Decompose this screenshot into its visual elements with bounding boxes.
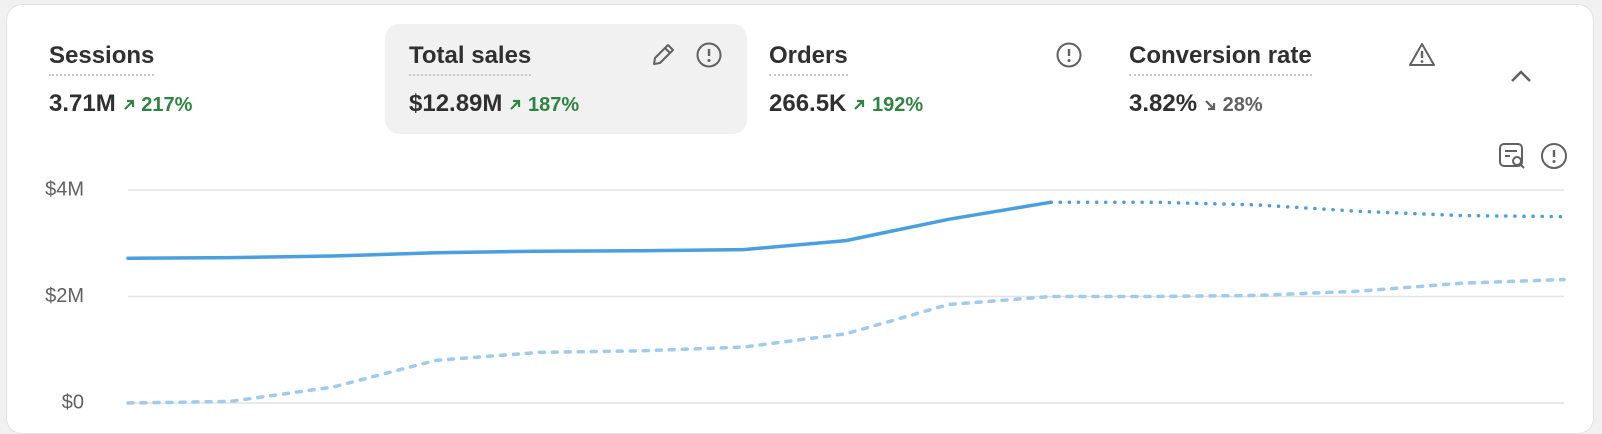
page: Sessions 3.71M 217% Total sales $12.89M …	[6, 4, 1594, 434]
y-tick-label: $2M	[45, 285, 84, 307]
metric-label: Orders	[769, 42, 848, 76]
series-line	[1049, 200, 1566, 219]
up-arrow	[854, 99, 865, 110]
metric-label: Total sales	[409, 42, 532, 76]
metric-tile[interactable]: Total sales $12.89M 187%	[385, 24, 747, 134]
metric-value-row: 3.82% 28%	[1129, 90, 1263, 118]
metric-tile[interactable]: Conversion rate 3.82% 28%	[1105, 24, 1467, 134]
chart: $0 $2M $4M	[45, 143, 1567, 413]
metric-value: 3.71M	[49, 90, 116, 117]
metric-change-wrap: 217%	[122, 94, 193, 116]
collapse-icon[interactable]	[1507, 65, 1535, 89]
y-tick-label: $4M	[45, 178, 84, 200]
down-arrow	[1205, 100, 1216, 111]
info-icon[interactable]	[1055, 41, 1083, 69]
metric-value-row: 3.71M 217%	[49, 90, 192, 118]
warning-icon[interactable]	[1407, 41, 1437, 69]
analytics-card: Sessions 3.71M 217% Total sales $12.89M …	[6, 4, 1594, 434]
metric-change: 187%	[527, 94, 580, 116]
up-arrow	[510, 99, 521, 110]
metric-value: $12.89M	[409, 90, 503, 117]
metric-change-wrap: 192%	[852, 94, 923, 116]
metric-tile[interactable]: Sessions 3.71M 217%	[25, 24, 387, 134]
up-arrow	[123, 99, 134, 110]
metric-tile[interactable]: Orders 266.5K 192%	[745, 24, 1107, 134]
metric-label: Conversion rate	[1129, 42, 1312, 76]
edit-icon[interactable]	[649, 41, 677, 69]
info-icon[interactable]	[1541, 143, 1567, 169]
metric-value: 3.82%	[1129, 90, 1198, 117]
series-line	[126, 277, 1566, 405]
metric-change: 28%	[1222, 94, 1263, 116]
metric-label: Sessions	[49, 42, 155, 76]
metric-change-wrap: 28%	[1203, 94, 1263, 116]
y-tick-label: $0	[62, 391, 84, 413]
metric-change: 192%	[871, 94, 924, 116]
chart-tools	[1499, 143, 1567, 169]
metric-value-row: 266.5K 192%	[769, 90, 923, 118]
metric-value: 266.5K	[769, 90, 847, 117]
metric-change: 217%	[141, 94, 193, 116]
metric-change-wrap: 187%	[508, 94, 579, 116]
series-line	[126, 200, 1053, 260]
insights-icon[interactable]	[1499, 143, 1525, 169]
info-icon[interactable]	[695, 41, 723, 69]
metric-value-row: $12.89M 187%	[409, 90, 579, 118]
